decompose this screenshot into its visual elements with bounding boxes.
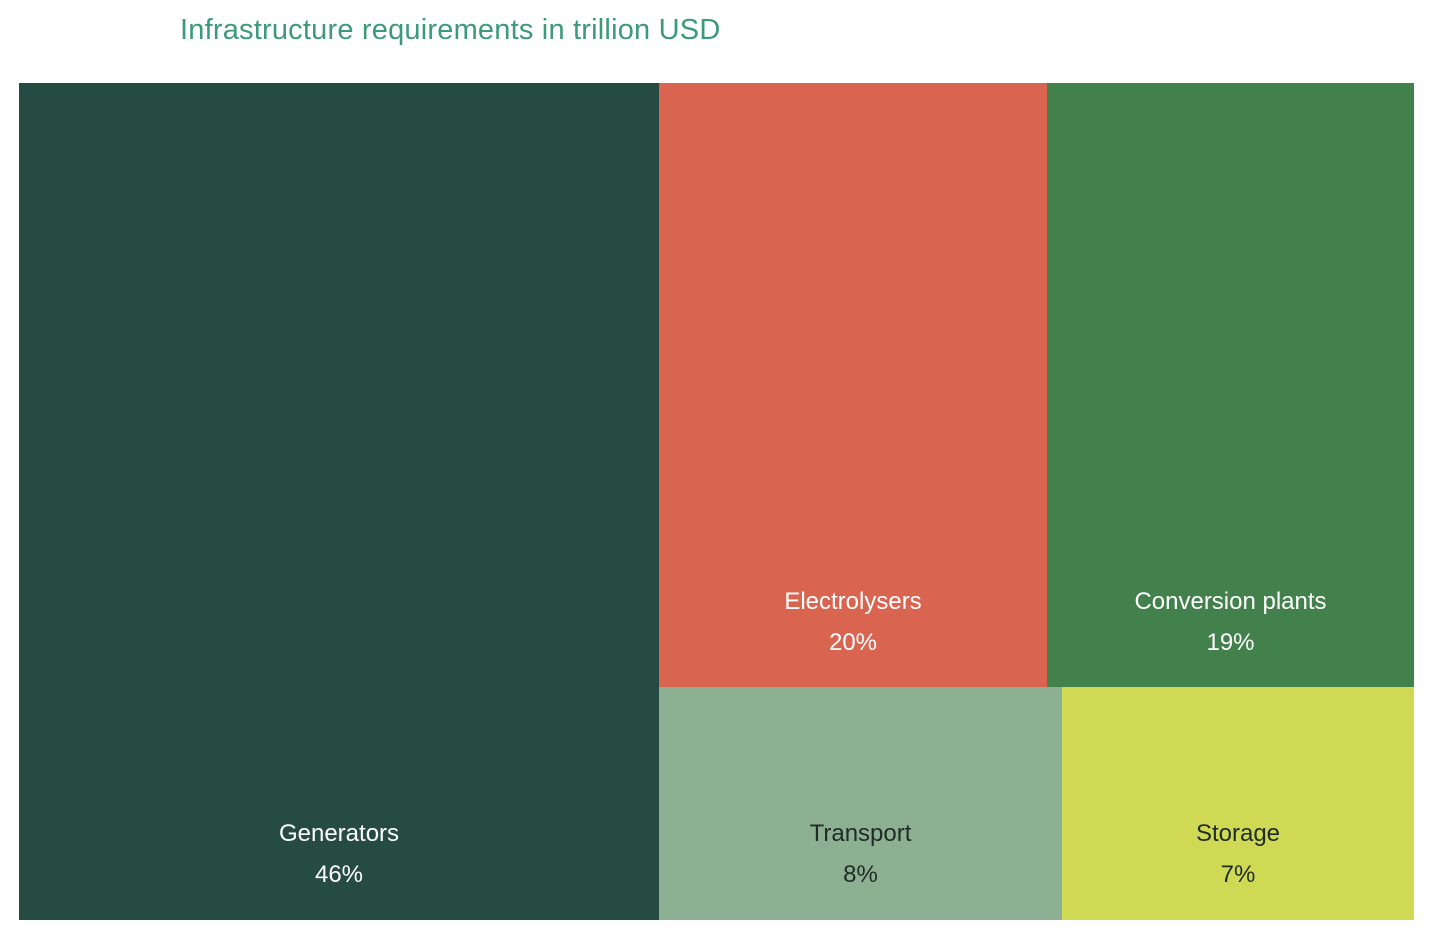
tile-label: Electrolysers 20% [659, 588, 1047, 658]
tile-label: Transport 8% [659, 820, 1062, 890]
tile-storage: Storage 7% [1062, 687, 1414, 920]
tile-label: Storage 7% [1062, 820, 1414, 890]
chart-title: Infrastructure requirements in trillion … [180, 14, 721, 46]
tile-name-conversion-plants: Conversion plants [1134, 588, 1327, 615]
tile-name-electrolysers: Electrolysers [784, 588, 922, 615]
tile-electrolysers: Electrolysers 20% [659, 83, 1047, 687]
tile-conversion-plants: Conversion plants 19% [1047, 83, 1414, 687]
tile-value-electrolysers: 20% [828, 628, 878, 656]
tile-label: Conversion plants 19% [1047, 588, 1414, 658]
tile-value-conversion-plants: 19% [1206, 628, 1255, 656]
tile-name-transport: Transport [809, 820, 912, 847]
tile-transport: Transport 8% [659, 687, 1062, 920]
tile-value-storage: 7% [1220, 860, 1256, 888]
tile-name-generators: Generators [278, 820, 400, 847]
tile-value-transport: 8% [843, 860, 878, 888]
tile-label: Generators 46% [19, 820, 659, 890]
tile-name-storage: Storage [1195, 820, 1281, 847]
tile-generators: Generators 46% [19, 83, 659, 920]
tile-value-generators: 46% [314, 860, 364, 888]
